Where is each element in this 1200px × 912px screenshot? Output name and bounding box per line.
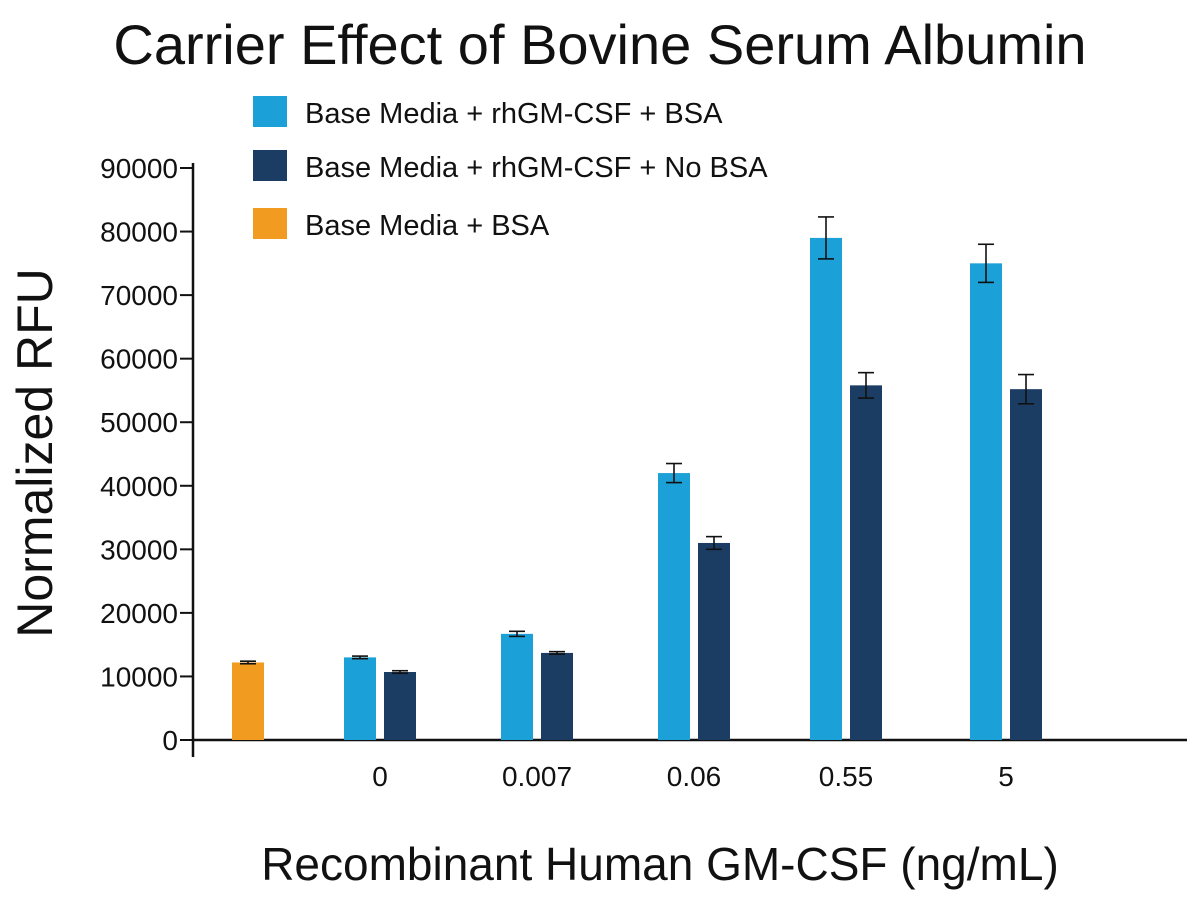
y-tick-label: 40000: [100, 471, 178, 502]
y-tick-label: 90000: [100, 153, 178, 184]
x-tick-label: 0.06: [667, 761, 722, 792]
y-tick-label: 10000: [100, 661, 178, 692]
y-tick-label: 60000: [100, 344, 178, 375]
x-axis-title: Recombinant Human GM-CSF (ng/mL): [261, 838, 1059, 890]
x-tick-label: 5: [998, 761, 1014, 792]
bar: [970, 263, 1002, 740]
bar: [698, 542, 730, 740]
legend-swatch: [253, 96, 287, 127]
bar: [384, 671, 416, 740]
x-tick-label: 0: [372, 761, 388, 792]
bar: [232, 662, 264, 740]
bar: [541, 652, 573, 740]
legend-label: Base Media + BSA: [305, 210, 550, 242]
y-tick-label: 20000: [100, 598, 178, 629]
legend-swatch: [253, 208, 287, 239]
bar: [658, 473, 690, 740]
legend: Base Media + rhGM-CSF + BSA Base Media + …: [253, 96, 768, 242]
x-tick-label: 0.55: [819, 761, 874, 792]
chart-title: Carrier Effect of Bovine Serum Albumin: [113, 13, 1086, 76]
y-tick-label: 30000: [100, 534, 178, 565]
y-tick-label: 80000: [100, 217, 178, 248]
bar: [1010, 389, 1042, 740]
y-axis-ticks: 0 10000 20000 30000 40000 50000 60000 70000 8000…: [100, 153, 193, 756]
bar: [344, 657, 376, 740]
bars: [232, 216, 1042, 740]
y-tick-label: 50000: [100, 407, 178, 438]
legend-swatch: [253, 150, 287, 181]
bar: [501, 633, 533, 740]
y-axis-title: Normalized RFU: [7, 268, 63, 638]
bar: [810, 237, 842, 740]
legend-label: Base Media + rhGM-CSF + BSA: [305, 98, 723, 130]
y-tick-label: 0: [162, 725, 178, 756]
legend-label: Base Media + rhGM-CSF + No BSA: [305, 152, 768, 184]
y-tick-label: 70000: [100, 280, 178, 311]
x-tick-label: 0.007: [502, 761, 572, 792]
bar: [850, 385, 882, 740]
x-axis-ticks: 0 0.007 0.06 0.55 5: [372, 761, 1014, 792]
